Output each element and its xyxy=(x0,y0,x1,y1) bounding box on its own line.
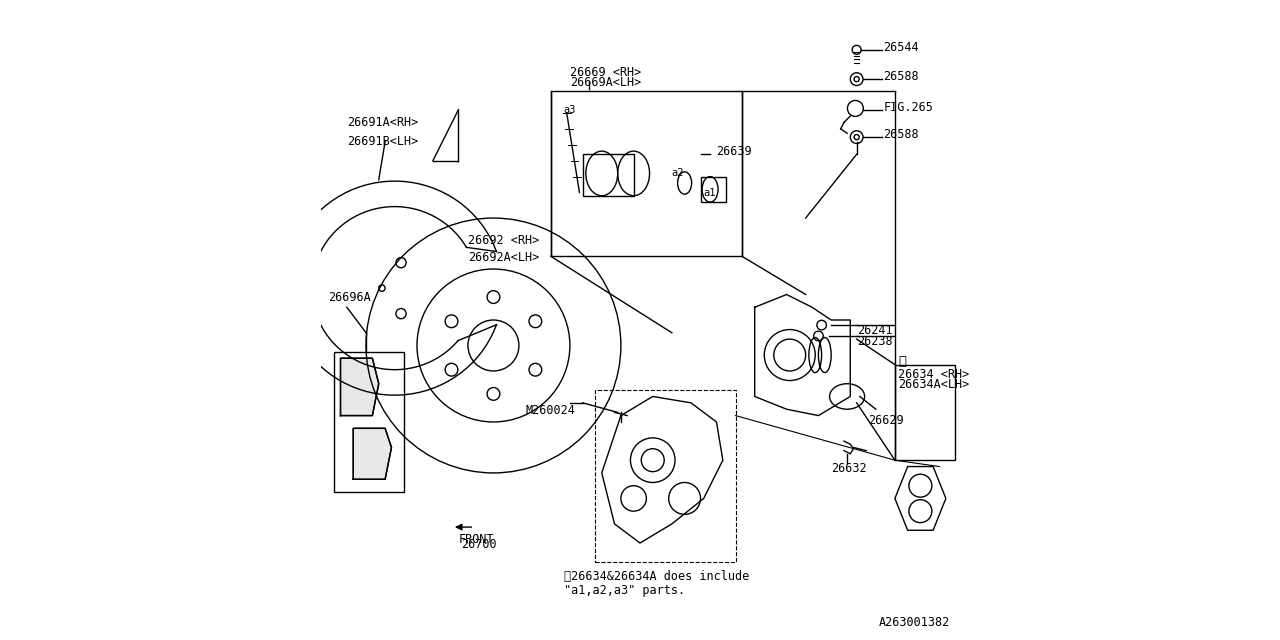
Text: 26634A<LH>: 26634A<LH> xyxy=(899,378,969,392)
Text: a2: a2 xyxy=(672,168,685,179)
Text: 26700: 26700 xyxy=(462,538,497,551)
Text: M260024: M260024 xyxy=(525,404,575,417)
Bar xyxy=(895,365,955,460)
Text: 26669 <RH>: 26669 <RH> xyxy=(570,67,641,79)
Polygon shape xyxy=(340,358,379,415)
Text: ※26634&26634A does include: ※26634&26634A does include xyxy=(563,570,749,582)
Text: 26669A<LH>: 26669A<LH> xyxy=(570,76,641,90)
Text: 26696A: 26696A xyxy=(328,291,370,304)
Text: FRONT: FRONT xyxy=(458,533,494,547)
Text: 26238: 26238 xyxy=(856,335,892,348)
Text: a3: a3 xyxy=(563,105,576,115)
Text: 26588: 26588 xyxy=(883,70,919,83)
Text: a1: a1 xyxy=(704,188,717,198)
Text: 26639: 26639 xyxy=(717,145,753,157)
Text: 26544: 26544 xyxy=(883,41,919,54)
Bar xyxy=(334,352,404,492)
Text: 26241: 26241 xyxy=(856,324,892,337)
Text: 26629: 26629 xyxy=(868,414,904,427)
Bar xyxy=(595,390,736,562)
Bar xyxy=(550,91,742,256)
Bar xyxy=(700,177,726,202)
Polygon shape xyxy=(353,428,392,479)
Text: "a1,a2,a3" parts.: "a1,a2,a3" parts. xyxy=(563,584,685,597)
Text: 26634 <RH>: 26634 <RH> xyxy=(899,367,969,381)
Text: 26692 <RH>: 26692 <RH> xyxy=(468,234,539,247)
Text: 26588: 26588 xyxy=(883,128,919,141)
Text: A263001382: A263001382 xyxy=(879,616,950,629)
Text: 26692A<LH>: 26692A<LH> xyxy=(468,251,539,264)
Bar xyxy=(582,154,634,196)
Text: 26691B<LH>: 26691B<LH> xyxy=(347,135,419,148)
Text: FIG.265: FIG.265 xyxy=(883,100,933,114)
Text: 26691A<RH>: 26691A<RH> xyxy=(347,116,419,129)
Text: 26632: 26632 xyxy=(831,462,867,475)
Text: ※: ※ xyxy=(899,355,906,368)
